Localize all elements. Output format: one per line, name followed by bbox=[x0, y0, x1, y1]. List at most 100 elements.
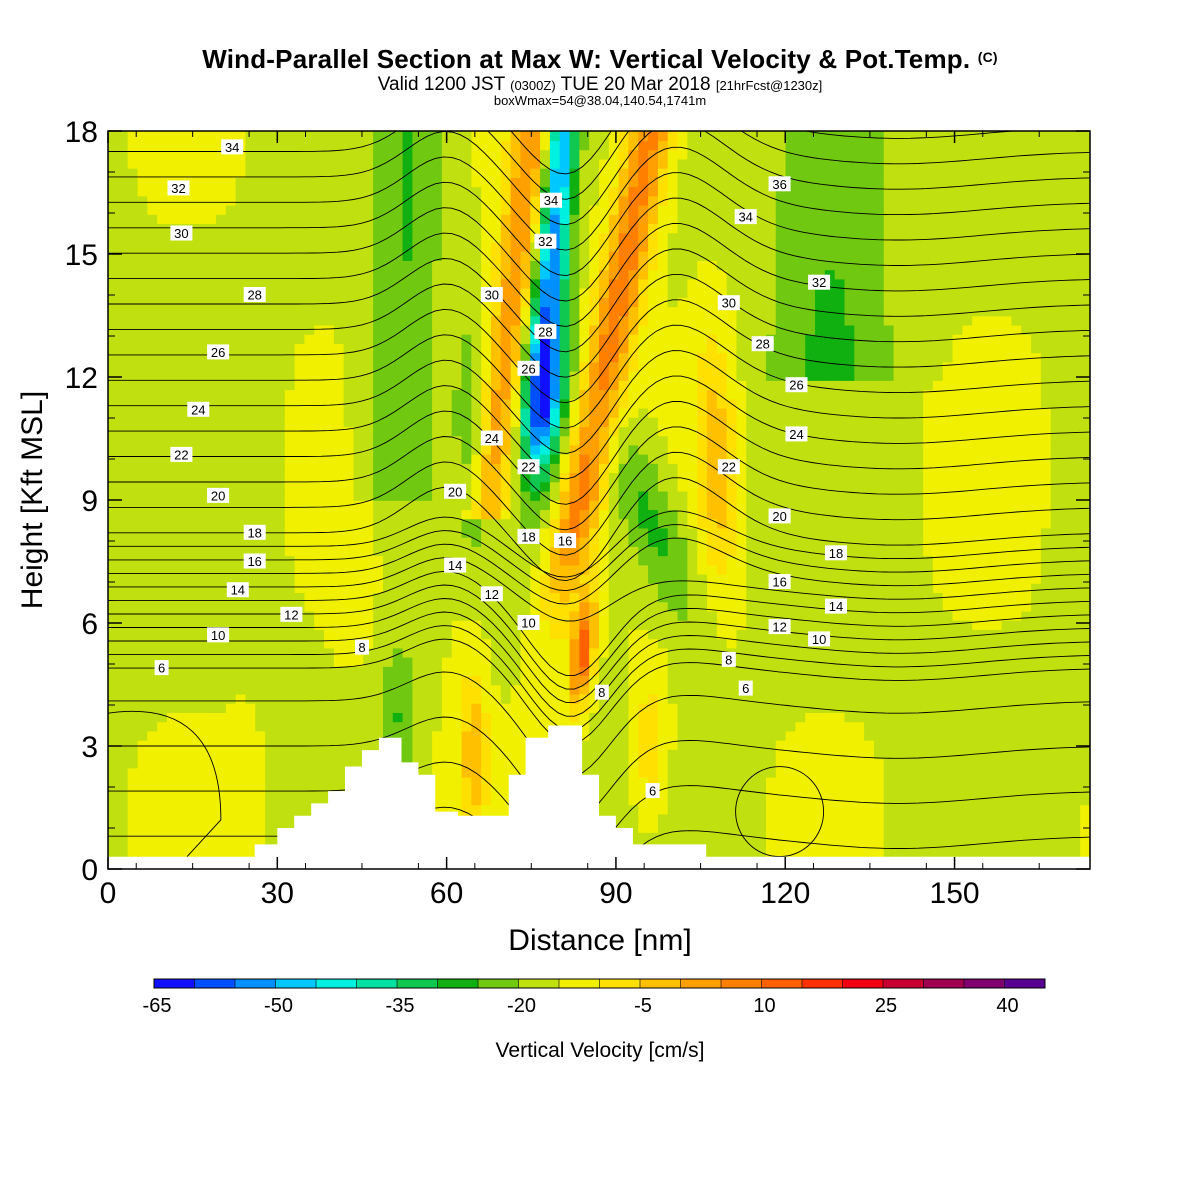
w-cell bbox=[618, 619, 630, 630]
w-cell bbox=[540, 444, 551, 455]
w-cell bbox=[324, 536, 335, 547]
w-cell bbox=[274, 278, 286, 289]
chart-subtitle: Valid 1200 JST (0300Z) TUE 20 Mar 2018 [… bbox=[377, 74, 823, 95]
w-cell bbox=[471, 481, 482, 492]
w-cell bbox=[392, 490, 404, 501]
w-cell bbox=[677, 297, 689, 308]
w-cell bbox=[500, 444, 512, 455]
w-cell bbox=[304, 463, 316, 474]
w-cell bbox=[166, 472, 178, 483]
w-cell bbox=[324, 592, 335, 603]
w-cell bbox=[481, 389, 492, 400]
w-cell bbox=[382, 167, 394, 178]
w-cell bbox=[333, 195, 345, 206]
w-cell bbox=[324, 149, 335, 160]
w-cell bbox=[618, 536, 630, 547]
w-cell bbox=[667, 583, 679, 594]
w-cell bbox=[314, 361, 325, 372]
w-cell bbox=[697, 380, 708, 391]
w-cell bbox=[206, 131, 217, 142]
w-cell bbox=[510, 343, 522, 354]
w-cell bbox=[304, 638, 316, 649]
w-cell bbox=[343, 444, 355, 455]
w-cell bbox=[549, 564, 561, 575]
w-cell bbox=[265, 601, 276, 612]
w-cell bbox=[618, 140, 630, 151]
w-cell bbox=[235, 269, 247, 280]
w-cell bbox=[353, 656, 365, 667]
w-cell bbox=[225, 232, 237, 243]
w-cell bbox=[608, 380, 620, 391]
w-cell bbox=[373, 675, 384, 686]
w-cell bbox=[166, 158, 178, 169]
w-cell bbox=[363, 500, 374, 511]
w-cell bbox=[225, 195, 237, 206]
w-cell bbox=[245, 140, 257, 151]
w-cell bbox=[589, 767, 600, 778]
w-cell bbox=[265, 656, 276, 667]
w-cell bbox=[117, 518, 129, 529]
w-cell bbox=[294, 223, 306, 234]
w-cell bbox=[412, 389, 424, 400]
w-cell bbox=[461, 232, 473, 243]
w-cell bbox=[353, 343, 365, 354]
w-cell bbox=[677, 343, 689, 354]
w-cell bbox=[618, 241, 630, 252]
w-cell bbox=[186, 463, 198, 474]
w-cell bbox=[687, 324, 698, 335]
w-cell bbox=[206, 712, 217, 723]
w-cell bbox=[638, 509, 649, 520]
w-cell bbox=[206, 500, 217, 511]
w-cell bbox=[255, 804, 266, 815]
w-cell bbox=[343, 758, 355, 769]
w-cell bbox=[657, 739, 669, 750]
w-cell bbox=[265, 435, 276, 446]
w-cell bbox=[657, 749, 669, 760]
w-cell bbox=[284, 463, 296, 474]
w-cell bbox=[618, 500, 630, 511]
w-cell bbox=[451, 167, 463, 178]
w-cell bbox=[314, 749, 325, 760]
w-cell bbox=[127, 592, 139, 603]
w-cell bbox=[451, 749, 463, 760]
w-cell bbox=[245, 297, 257, 308]
w-cell bbox=[373, 638, 384, 649]
w-cell bbox=[382, 214, 394, 225]
w-cell bbox=[589, 536, 600, 547]
w-cell bbox=[235, 131, 247, 142]
w-cell bbox=[157, 287, 168, 298]
w-cell bbox=[618, 583, 630, 594]
w-cell bbox=[559, 167, 571, 178]
w-cell bbox=[648, 241, 659, 252]
w-cell bbox=[589, 426, 600, 437]
w-cell bbox=[520, 177, 532, 188]
w-cell bbox=[657, 702, 669, 713]
w-cell bbox=[432, 472, 443, 483]
w-cell bbox=[697, 481, 708, 492]
w-cell bbox=[392, 223, 404, 234]
w-cell bbox=[667, 490, 679, 501]
w-cell bbox=[333, 472, 345, 483]
w-cell bbox=[147, 749, 158, 760]
w-cell bbox=[245, 472, 257, 483]
w-cell bbox=[422, 739, 433, 750]
w-cell bbox=[206, 389, 217, 400]
w-cell bbox=[166, 463, 178, 474]
w-cell bbox=[245, 131, 257, 142]
w-cell bbox=[402, 444, 414, 455]
w-cell bbox=[255, 389, 266, 400]
w-cell bbox=[441, 158, 453, 169]
w-cell bbox=[520, 601, 532, 612]
w-cell bbox=[510, 573, 522, 584]
w-cell bbox=[382, 352, 394, 363]
w-cell bbox=[471, 785, 482, 797]
w-cell bbox=[265, 472, 276, 483]
w-cell bbox=[412, 361, 424, 372]
w-cell bbox=[589, 214, 600, 225]
w-cell bbox=[412, 140, 424, 151]
w-cell bbox=[108, 490, 119, 501]
w-cell bbox=[166, 638, 178, 649]
w-cell bbox=[216, 841, 227, 852]
w-cell bbox=[206, 269, 217, 280]
w-cell bbox=[461, 287, 473, 298]
